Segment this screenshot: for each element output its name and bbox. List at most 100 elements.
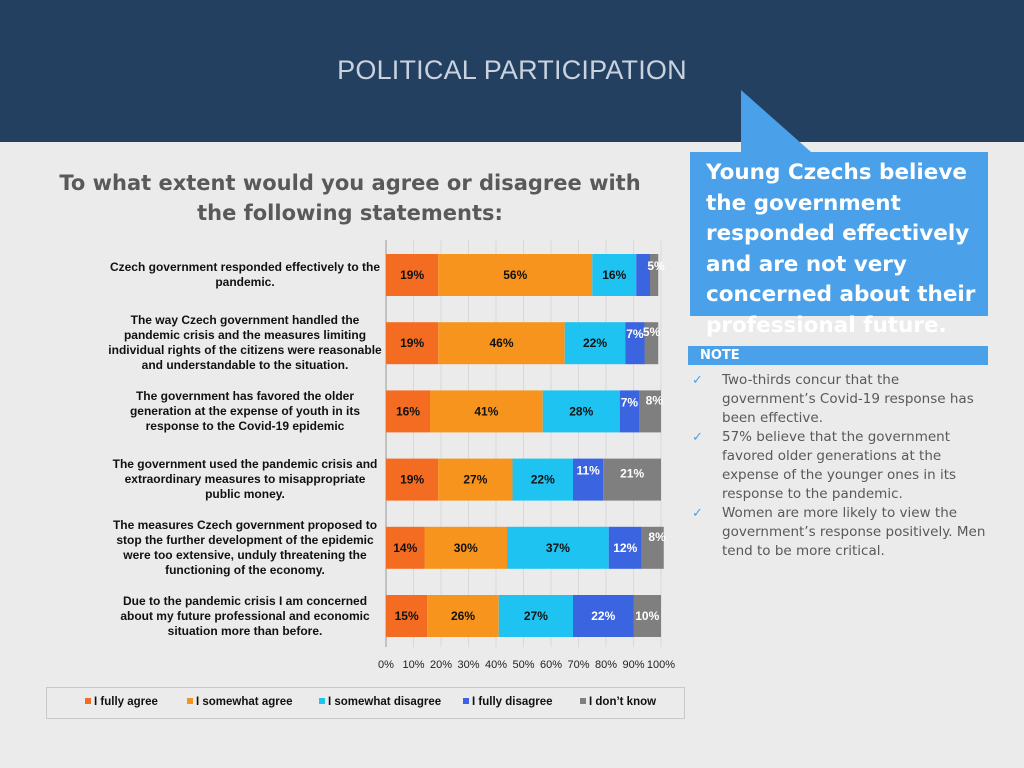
checkmark-icon: ✓ [692, 506, 703, 521]
legend-label: I somewhat agree [196, 696, 293, 708]
note-heading: NOTE [700, 348, 740, 363]
note-item-text: Two-thirds concur that the government’s … [722, 372, 974, 426]
bar-segment [644, 322, 659, 365]
note-item: ✓ 57% believe that the government favored… [690, 428, 990, 504]
stacked-bar-chart: 19% 56% 16%5%19% 46% 22%7% 5%16% 41% 28%7% 8%19%… [378, 240, 675, 671]
bar-segment [386, 526, 425, 569]
x-tick-label: 10% [402, 659, 424, 671]
legend-label: I somewhat disagree [328, 696, 442, 708]
note-list: ✓ Two-thirds concur that the government’s… [690, 371, 990, 561]
bar-segment [386, 595, 428, 637]
legend-item: I don’t know [580, 696, 656, 708]
note-item-text: Women are more likely to view the govern… [722, 505, 986, 559]
legend-label: I don’t know [589, 696, 657, 708]
legend-swatch [85, 698, 91, 704]
bar-segment [573, 458, 604, 501]
legend-swatch [319, 698, 325, 704]
callout-tail [741, 90, 811, 152]
x-tick-label: 100% [647, 659, 675, 671]
bar-segment [641, 526, 664, 569]
data-label: 22% [531, 473, 555, 487]
bar-segment [619, 390, 639, 433]
bar-segment [438, 458, 513, 501]
bar-segment [438, 254, 593, 296]
data-label: 56% [503, 268, 527, 282]
bar-segment [507, 526, 609, 569]
statement-label-6: Due to the pandemic crisis I am concerne… [120, 594, 370, 638]
data-label: 27% [524, 609, 548, 623]
chart-legend: I fully agree I somewhat agree I somewha… [46, 687, 685, 719]
note-item: ✓ Women are more likely to view the gover… [690, 504, 990, 561]
legend-item: I fully disagree [463, 696, 553, 708]
data-label: 22% [591, 609, 615, 623]
data-label: 16% [396, 404, 420, 418]
data-label: 21% [620, 467, 644, 481]
data-label: 12% [613, 541, 637, 555]
legend-item: I somewhat agree [187, 696, 293, 708]
data-label: 41% [474, 404, 498, 418]
bar-segment [542, 390, 620, 433]
data-label: 26% [451, 609, 475, 623]
bar-segment [386, 390, 430, 433]
data-label: 8% [648, 530, 666, 544]
bar-segment [625, 322, 645, 365]
data-label: 5% [647, 259, 665, 273]
header-banner: POLITICAL PARTICIPATION [0, 0, 1024, 142]
data-label: 7% [626, 327, 644, 341]
legend-label: I fully agree [94, 696, 158, 708]
page-title: POLITICAL PARTICIPATION [337, 55, 687, 85]
x-tick-label: 50% [512, 659, 534, 671]
data-label: 19% [400, 336, 424, 350]
bar-segment [498, 595, 573, 637]
statement-label-2: The way Czech government handled the pan… [108, 313, 382, 372]
data-label: 10% [635, 609, 659, 623]
bar-segment [386, 322, 439, 365]
bar-segment [592, 254, 637, 296]
data-label: 7% [621, 395, 639, 409]
x-tick-label: 20% [430, 659, 452, 671]
bar-segment [636, 254, 650, 296]
x-tick-label: 0% [378, 659, 394, 671]
checkmark-icon: ✓ [692, 373, 703, 388]
x-tick-label: 70% [567, 659, 589, 671]
bar-segment [633, 595, 661, 637]
legend-item: I somewhat disagree [319, 696, 441, 708]
bar-segment [564, 322, 626, 365]
checkmark-icon: ✓ [692, 430, 703, 445]
data-label: 46% [489, 336, 513, 350]
bar-segment [386, 458, 439, 501]
data-label: 19% [400, 473, 424, 487]
bar-segment [608, 526, 642, 569]
bar-segment [430, 390, 543, 433]
bar-segment [438, 322, 565, 365]
bar-segment [512, 458, 573, 501]
statement-label-5: The measures Czech government proposed t… [112, 518, 378, 577]
data-label: 14% [393, 541, 417, 555]
data-label: 28% [569, 404, 593, 418]
callout-text: Young Czechs believe the government resp… [706, 160, 976, 338]
note-heading-bar: NOTE [688, 346, 988, 365]
callout-box: Young Czechs believe the government resp… [690, 152, 988, 338]
data-label: 11% [576, 464, 600, 478]
statement-label-1: Czech government responded effectively t… [109, 260, 381, 289]
data-label: 19% [400, 268, 424, 282]
x-tick-label: 80% [595, 659, 617, 671]
bar-segment [603, 458, 661, 501]
legend-swatch [463, 698, 469, 704]
bar-segment [424, 526, 507, 569]
data-label: 27% [463, 473, 487, 487]
note-item-text: 57% believe that the government favored … [722, 429, 957, 502]
data-label: 15% [395, 609, 419, 623]
bar-segment [386, 254, 439, 296]
bar-segment [639, 390, 661, 433]
bar-segment [650, 254, 659, 296]
survey-question: To what extent would you agree or disagr… [59, 171, 641, 225]
data-label: 37% [546, 541, 570, 555]
x-tick-label: 40% [485, 659, 507, 671]
data-label: 30% [454, 541, 478, 555]
data-label: 5% [643, 325, 661, 339]
x-tick-label: 90% [622, 659, 644, 671]
legend-item: I fully agree [85, 696, 158, 708]
data-label: 8% [646, 393, 664, 407]
x-tick-label: 60% [540, 659, 562, 671]
